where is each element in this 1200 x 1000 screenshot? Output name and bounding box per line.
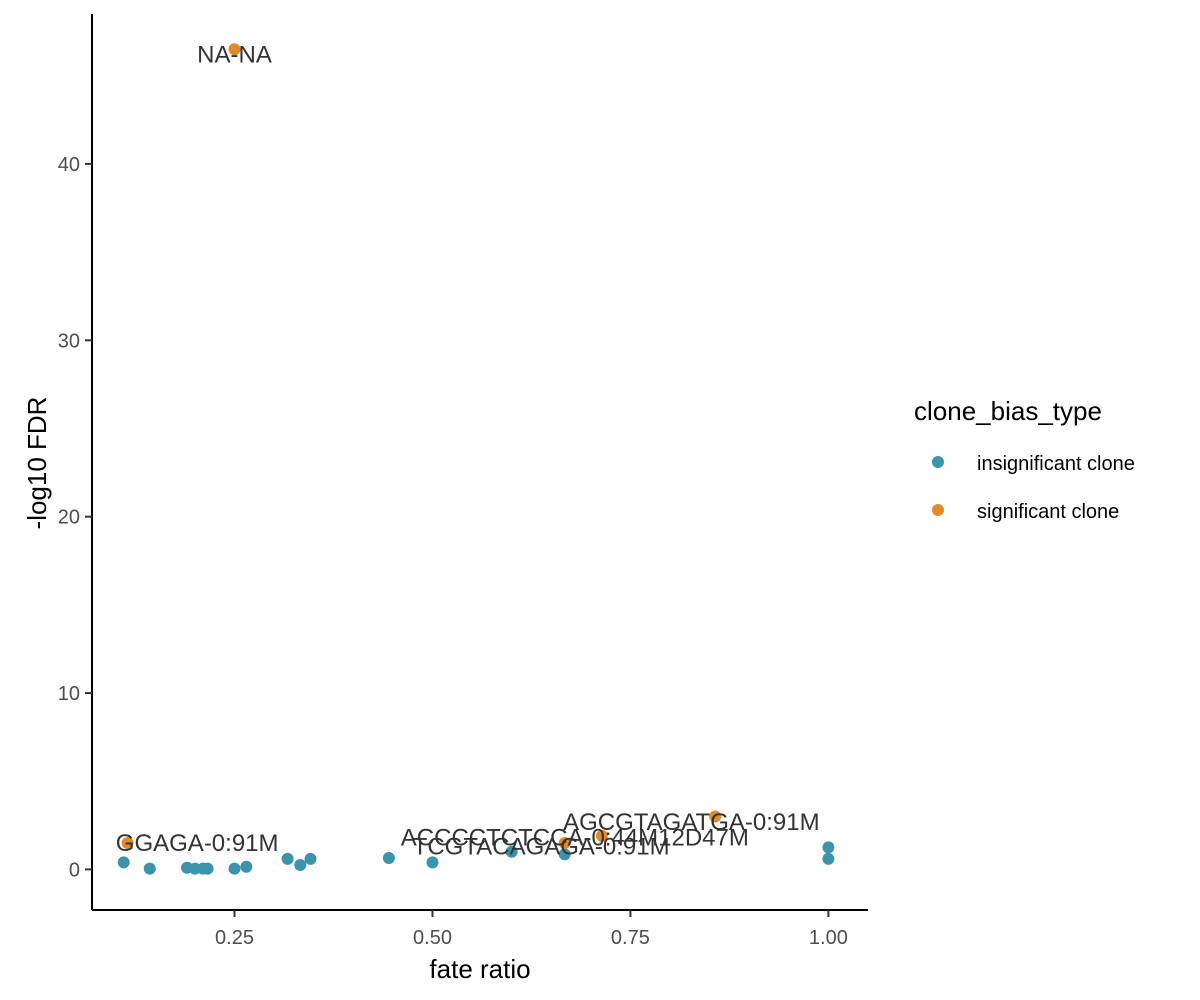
y-tick-label: 10 <box>58 683 80 705</box>
insignificant-clone-point <box>558 848 571 861</box>
insignificant-clone-point <box>240 860 253 873</box>
significant-clone-point <box>228 43 241 56</box>
x-tick-label: 0.50 <box>413 927 452 949</box>
x-tick-label: 1.00 <box>809 927 848 949</box>
legend-label: insignificant clone <box>977 453 1135 475</box>
insignificant-clone-point <box>201 862 214 875</box>
y-axis-title: -log10 FDR <box>22 397 52 530</box>
y-axis-ticks: 0 10 20 30 40 <box>58 154 92 881</box>
x-tick-label: 0.75 <box>611 927 650 949</box>
x-axis-ticks: 0.25 0.50 0.75 1.00 <box>215 910 848 949</box>
y-tick-label: 20 <box>58 507 80 529</box>
point-labels-layer: NA-NA GGAGA-0:91M ACCCCTCTCCA-0:44M12D47MT… <box>116 42 820 861</box>
insignificant-clone-point <box>426 856 439 869</box>
insignificant-clone-point <box>294 859 307 871</box>
y-tick-label: 30 <box>58 330 80 352</box>
point-label: NA-NA <box>197 42 272 69</box>
insignificant-clone-point <box>822 841 835 854</box>
insignificant-clone-point <box>822 852 835 865</box>
legend-label: significant clone <box>977 501 1119 523</box>
legend: clone_bias_type insignificant clone signi… <box>914 396 1135 523</box>
legend-title: clone_bias_type <box>914 396 1102 426</box>
insignificant-clone-point <box>228 862 241 875</box>
insignificant-clone-point <box>143 862 156 875</box>
point-label: ACCCCTCTCCA-0:44M12D47M <box>401 825 749 852</box>
significant-clone-point <box>595 829 608 842</box>
insignificant-clone-point <box>281 852 294 865</box>
legend-key-significant <box>932 504 944 516</box>
insignificant-clone-point <box>505 845 518 858</box>
legend-entries: insignificant clone significant clone <box>932 453 1135 523</box>
point-label: TCGTACAGAGA-0:91M <box>413 834 670 861</box>
insignificant-clone-point <box>117 856 130 869</box>
point-label: GGAGA-0:91M <box>116 830 279 857</box>
insignificant-clone-point <box>304 852 317 865</box>
x-tick-label: 0.25 <box>215 927 254 949</box>
x-axis-title: fate ratio <box>429 954 530 984</box>
significant-clone-point <box>558 837 571 849</box>
y-tick-label: 0 <box>69 859 80 881</box>
point-label: AGCGTAGATGA-0:91M <box>563 809 820 836</box>
y-tick-label: 40 <box>58 154 80 176</box>
significant-clone-point <box>709 810 722 823</box>
legend-key-insignificant <box>932 456 944 468</box>
insignificant-clone-point <box>382 852 395 864</box>
points-layer <box>117 43 835 875</box>
significant-clone-point <box>121 837 134 849</box>
